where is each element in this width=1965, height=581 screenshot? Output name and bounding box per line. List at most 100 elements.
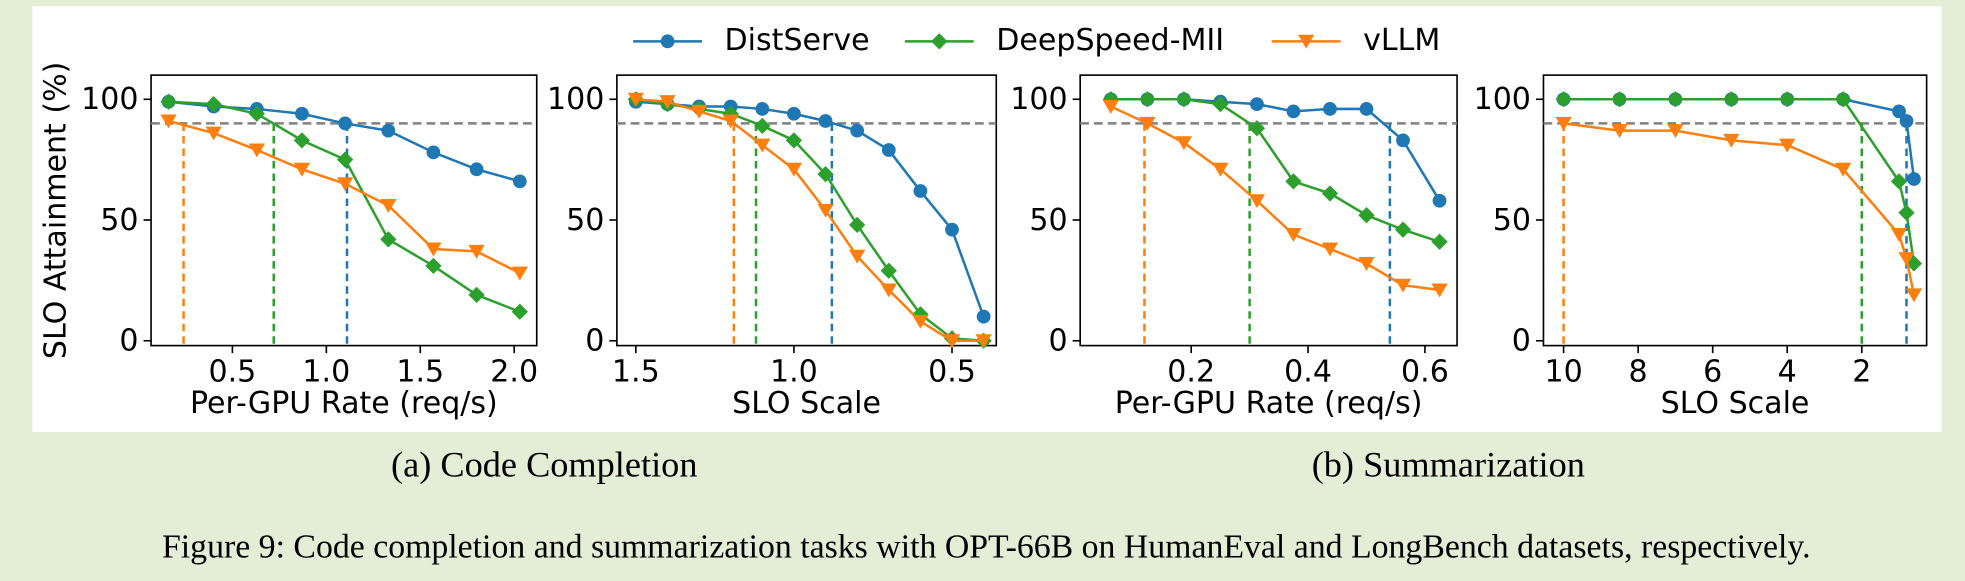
marker (1834, 162, 1852, 177)
marker (1898, 252, 1915, 266)
marker (1899, 114, 1914, 128)
plot-area (150, 74, 538, 347)
marker (1890, 227, 1908, 242)
y-tick-label: 100 (1010, 82, 1067, 117)
marker (1139, 116, 1156, 131)
marker (1907, 172, 1921, 186)
marker (1667, 91, 1684, 108)
marker (785, 162, 803, 177)
marker (1898, 204, 1915, 221)
x-tick-label: 1.5 (396, 355, 444, 390)
y-tick-label: 0 (119, 324, 138, 359)
marker (787, 106, 801, 121)
marker (1212, 95, 1229, 113)
marker (627, 92, 644, 107)
marker (817, 203, 834, 218)
marker (818, 114, 833, 128)
marker (1175, 91, 1193, 108)
y-tick-label: 50 (566, 203, 604, 238)
marker (1286, 104, 1301, 119)
marker (1175, 136, 1193, 151)
subcaption: (a) Code Completion (391, 445, 697, 485)
y-tick-label: 0 (1049, 324, 1068, 359)
series-line (635, 98, 984, 343)
marker (817, 166, 834, 183)
marker (912, 306, 929, 323)
marker (1321, 185, 1339, 202)
marker (1212, 162, 1229, 177)
x-axis-label: Per-GPU Rate (req/s) (190, 386, 498, 421)
y-tick-label: 50 (1029, 203, 1067, 238)
marker (1248, 194, 1266, 209)
marker (1323, 102, 1337, 116)
marker (1667, 124, 1684, 138)
marker (722, 114, 739, 129)
marker (160, 93, 177, 110)
marker (295, 106, 309, 121)
x-axis-label: Per-GPU Rate (req/s) (1115, 386, 1423, 421)
x-axis-label: SLO Scale (1661, 386, 1810, 421)
marker (512, 174, 527, 189)
x-tick-label: 0.6 (1401, 355, 1449, 390)
marker (1892, 104, 1906, 119)
y-tick-label: 50 (100, 203, 138, 238)
marker (248, 143, 265, 158)
legend-label: DeepSpeed-MII (996, 23, 1224, 58)
marker (293, 162, 311, 177)
y-tick-label: 100 (1474, 82, 1531, 117)
marker (336, 177, 354, 192)
marker (511, 303, 528, 320)
marker (1611, 124, 1628, 138)
marker (469, 162, 484, 177)
marker (1890, 173, 1908, 190)
marker (1394, 221, 1412, 238)
y-tick-label: 0 (585, 324, 604, 359)
marker (1834, 91, 1852, 108)
marker (426, 145, 441, 160)
x-tick-label: 1.0 (302, 355, 350, 390)
x-tick-label: 0.5 (209, 355, 257, 390)
marker (1555, 116, 1572, 131)
y-tick-label: 100 (81, 82, 138, 117)
marker (1285, 227, 1302, 242)
plot-area (1542, 74, 1928, 347)
marker (511, 266, 528, 281)
marker (380, 199, 397, 213)
marker (754, 138, 771, 153)
x-tick-label: 10 (1544, 355, 1582, 390)
marker (1723, 91, 1740, 108)
marker (945, 222, 959, 237)
marker (880, 283, 897, 298)
marker (912, 314, 929, 329)
marker (160, 114, 177, 129)
x-tick-label: 1.5 (612, 355, 660, 390)
x-tick-label: 8 (1629, 355, 1648, 390)
marker (943, 334, 961, 349)
marker (1905, 288, 1923, 303)
marker (931, 33, 948, 50)
marker (1321, 242, 1339, 257)
legend-label: vLLM (1363, 23, 1440, 58)
marker (1431, 283, 1448, 298)
marker (336, 151, 354, 168)
marker (425, 242, 442, 257)
marker (293, 132, 311, 149)
y-tick-label: 100 (547, 82, 604, 117)
x-tick-label: 1.0 (770, 355, 818, 390)
marker (1139, 91, 1156, 108)
marker (1358, 256, 1375, 271)
marker (1555, 91, 1572, 108)
plot-area (1079, 74, 1458, 347)
x-tick-label: 2.0 (490, 355, 538, 390)
figure-caption: Figure 9: Code completion and summarizat… (162, 528, 1811, 565)
marker (975, 334, 992, 349)
x-tick-label: 0.4 (1284, 355, 1332, 390)
marker (381, 123, 396, 138)
marker (659, 95, 676, 110)
marker (1611, 91, 1628, 108)
marker (1779, 138, 1796, 153)
marker (1723, 133, 1740, 148)
marker (1432, 193, 1447, 208)
